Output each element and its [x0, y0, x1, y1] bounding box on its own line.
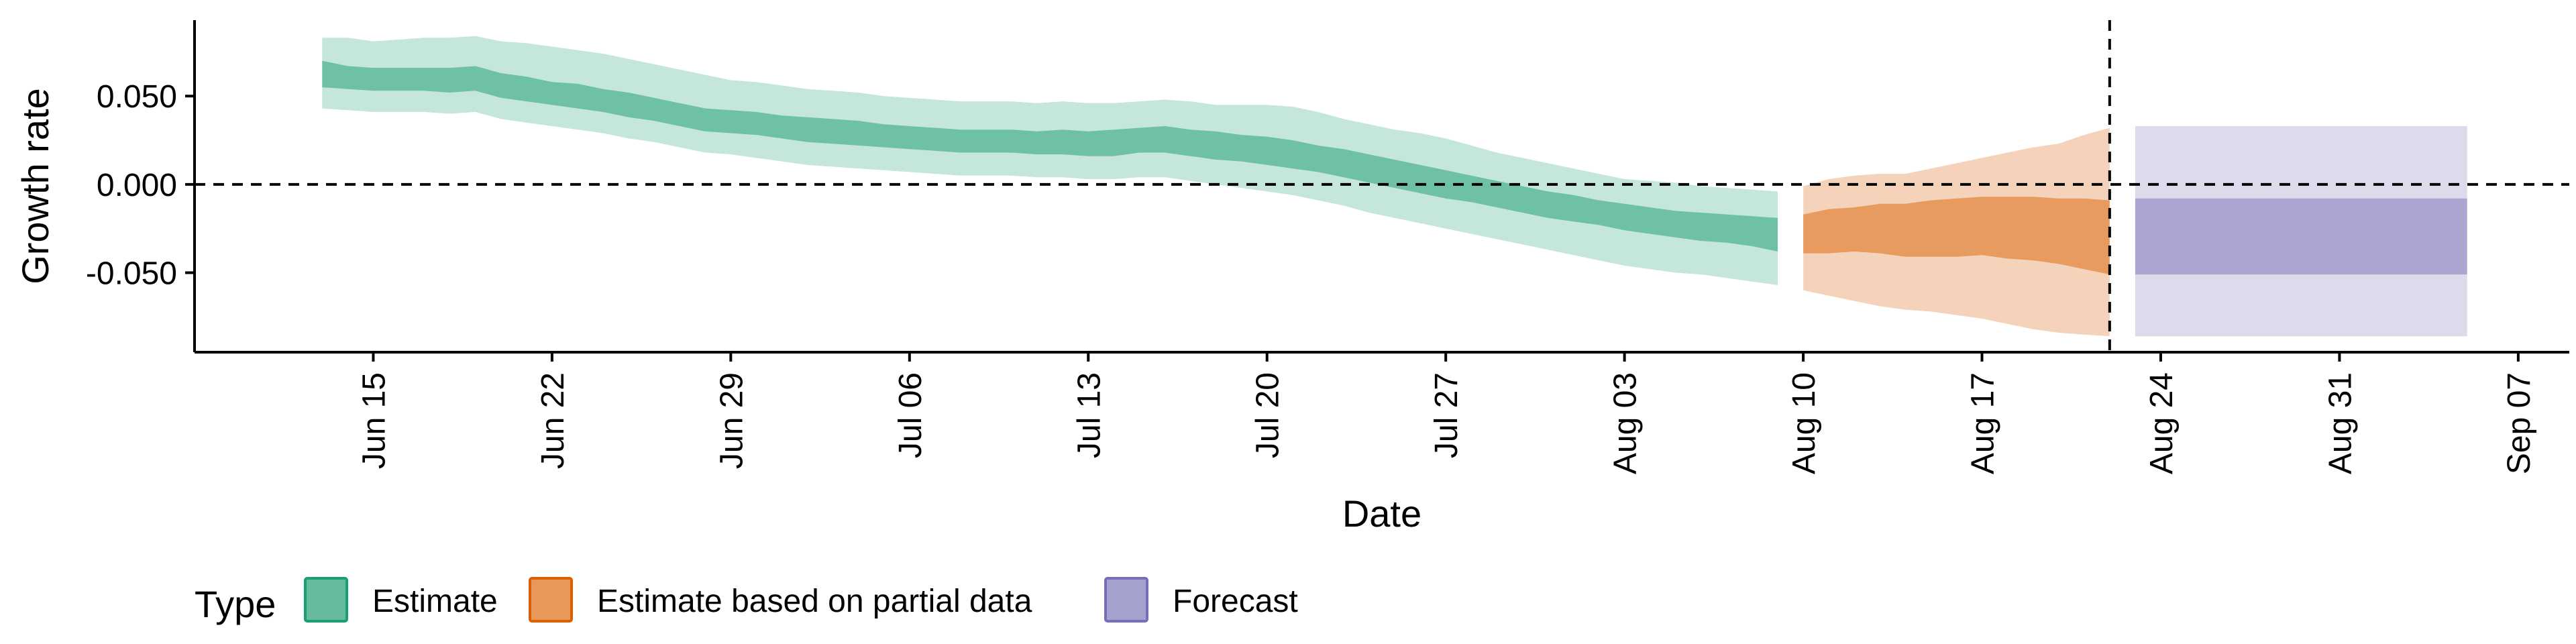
- reference-lines: [195, 20, 2569, 352]
- y-axis-title: Growth rate: [14, 88, 56, 284]
- estimate-outer-band: [322, 36, 1778, 285]
- x-tick-label: Sep 07: [2502, 372, 2537, 474]
- x-tick-label: Jun 29: [714, 372, 749, 469]
- x-tick-label: Aug 17: [1966, 372, 2001, 474]
- x-tick-label: Jul 27: [1429, 372, 1464, 458]
- x-tick-label: Jul 20: [1250, 372, 1286, 458]
- legend-label-estimate: Estimate: [372, 584, 498, 619]
- ribbon-layer: [322, 36, 2467, 337]
- x-tick-label: Jul 06: [893, 372, 928, 458]
- legend-label-forecast: Forecast: [1173, 584, 1298, 619]
- y-tick-label: 0.000: [97, 168, 177, 203]
- x-tick-label: Jun 22: [535, 372, 571, 469]
- x-tick-label: Aug 10: [1786, 372, 1822, 474]
- x-axis-title: Date: [1342, 492, 1421, 535]
- legend-key-estimate: [304, 577, 348, 623]
- legend-key-estimate-based-on-partial-data: [529, 577, 573, 623]
- estimate-based-on-partial-data-inner-band: [1803, 197, 2110, 275]
- x-tick-label: Jul 13: [1071, 372, 1107, 458]
- y-tick-label: -0.050: [86, 256, 177, 292]
- x-tick-label: Aug 24: [2144, 372, 2180, 474]
- legend-label-estimate-based-on-partial-data: Estimate based on partial data: [597, 584, 1032, 619]
- y-tick-label: 0.050: [97, 79, 177, 115]
- legend: Type Estimate Estimate based on partial d…: [195, 577, 1298, 625]
- x-tick-label: Jun 15: [356, 372, 392, 469]
- x-tick-label: Aug 31: [2322, 372, 2358, 474]
- estimate-inner-band: [322, 60, 1778, 252]
- legend-key-forecast: [1104, 577, 1148, 623]
- forecast-inner-band: [2135, 198, 2467, 275]
- legend-title: Type: [195, 583, 276, 625]
- axes: -0.050 0.000 0.050 Jun 15 Jun 22 Jun 29 Jul 06…: [86, 20, 2569, 474]
- x-tick-label: Aug 03: [1608, 372, 1644, 474]
